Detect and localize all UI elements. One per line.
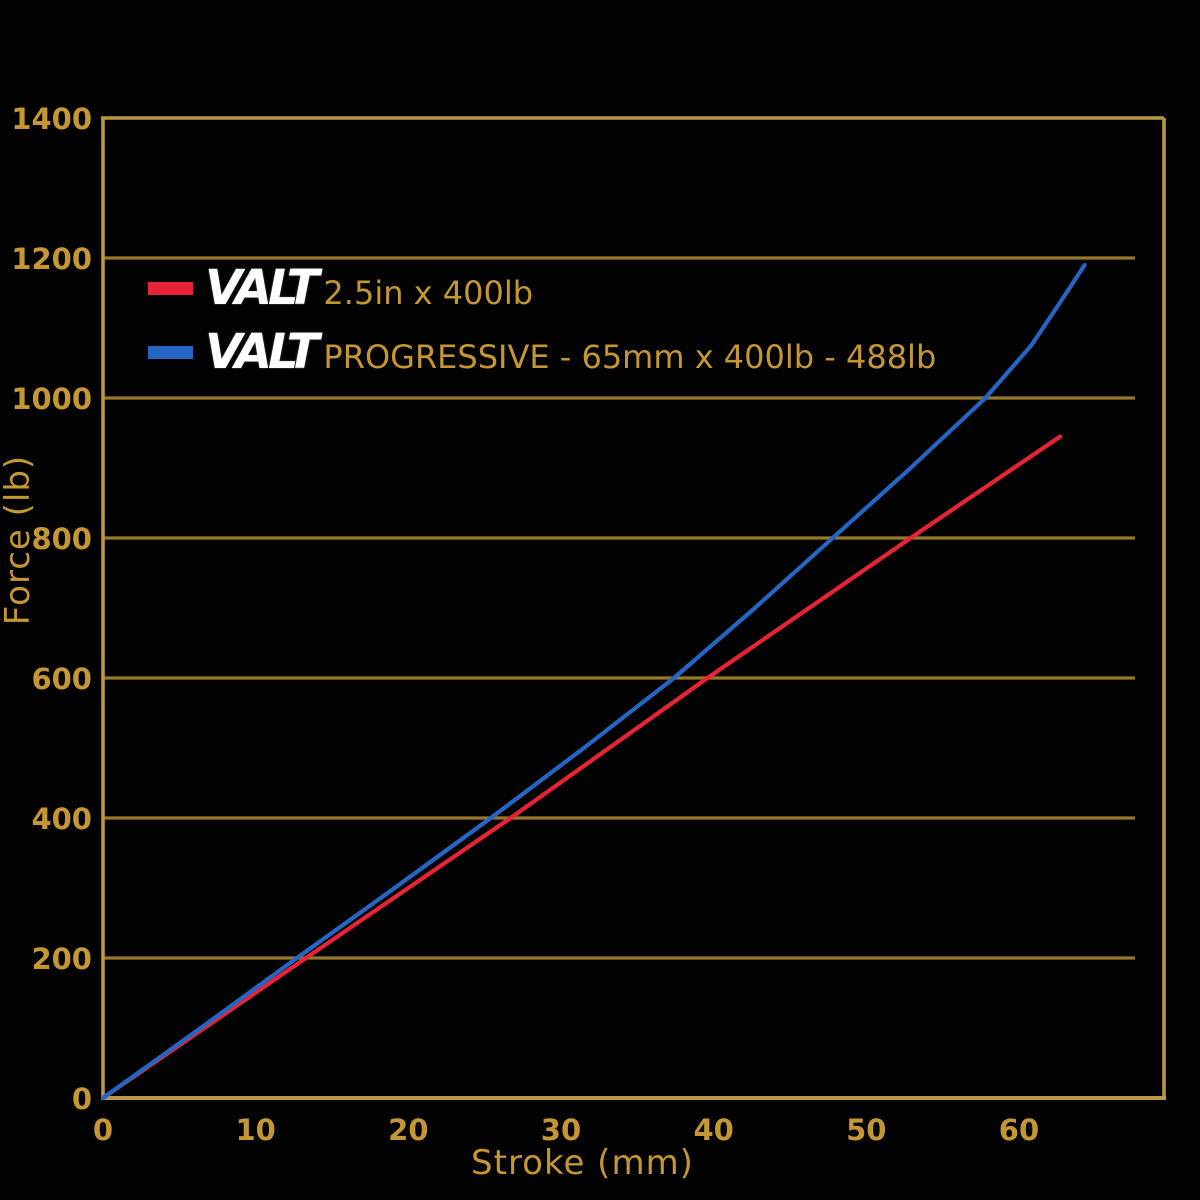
y-tick-label: 800 — [31, 522, 92, 556]
y-tick-label: 600 — [31, 662, 92, 696]
legend-swatch-blue — [148, 345, 193, 359]
x-tick-label: 0 — [93, 1113, 113, 1147]
x-tick-label: 40 — [693, 1113, 733, 1147]
x-tick-label: 30 — [541, 1113, 581, 1147]
y-tick-label: 1200 — [11, 242, 92, 276]
y-tick-label: 1400 — [11, 102, 92, 136]
brand-logo: VALT — [205, 324, 319, 380]
legend: VALT 2.5in x 400lb VALT PROGRESSIVE - 65… — [148, 258, 936, 386]
legend-label-standard: 2.5in x 400lb — [323, 274, 534, 312]
y-tick-label: 200 — [31, 942, 92, 976]
x-tick-label: 50 — [846, 1113, 886, 1147]
series-line-red — [100, 434, 1063, 1101]
x-tick-label: 20 — [388, 1113, 428, 1147]
y-tick-label: 0 — [72, 1082, 92, 1116]
series-line-blue — [100, 262, 1087, 1101]
y-axis-title: Force (lb) — [0, 454, 38, 626]
x-tick-label: 10 — [235, 1113, 275, 1147]
brand-logo: VALT — [205, 260, 319, 316]
y-tick-label: 1000 — [11, 382, 92, 416]
legend-item-progressive-spring: VALT PROGRESSIVE - 65mm x 400lb - 488lb — [148, 322, 936, 382]
x-tick-label: 60 — [999, 1113, 1039, 1147]
x-axis-title: Stroke (mm) — [471, 1143, 694, 1183]
legend-swatch-red — [148, 281, 193, 295]
legend-item-standard-spring: VALT 2.5in x 400lb — [148, 258, 936, 318]
legend-label-progressive: PROGRESSIVE - 65mm x 400lb - 488lb — [323, 338, 937, 376]
y-tick-label: 400 — [31, 802, 92, 836]
